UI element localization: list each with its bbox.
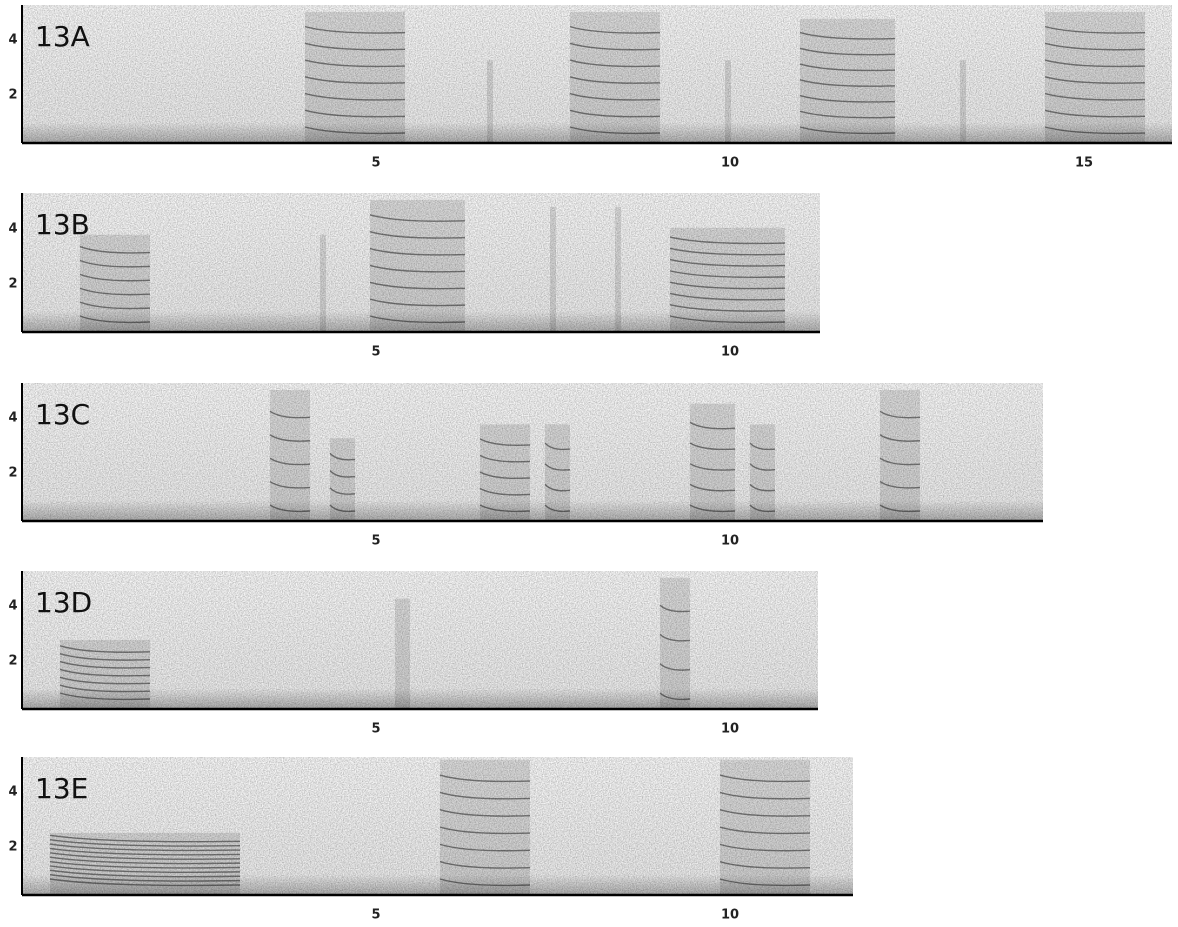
y-tick-label: 4 [8,599,17,614]
spectrogram-panel: 13A 2 4 5 10 15 [8,5,1172,171]
x-tick-label: 5 [371,345,380,360]
x-tick-label: 5 [371,156,380,171]
floor-shading [22,571,818,709]
x-tick-label: 5 [371,908,380,923]
spectrogram-panel: 13B 2 4 5 10 [8,193,820,360]
x-tick-label: 10 [721,534,739,549]
y-tick-label: 2 [8,277,17,292]
spectrogram-panel: 13E 2 4 5 10 [8,757,853,923]
y-tick-label: 2 [8,466,17,481]
x-tick-label: 15 [1075,156,1093,171]
y-tick-label: 2 [8,88,17,103]
x-tick-label: 10 [721,722,739,737]
panel-label: 13A [35,20,90,53]
panel-label: 13C [35,398,90,431]
x-tick-label: 5 [371,722,380,737]
x-tick-label: 5 [371,534,380,549]
floor-shading [22,757,853,895]
floor-shading [22,383,1043,521]
y-tick-label: 4 [8,411,17,426]
floor-shading [22,193,820,332]
x-tick-label: 10 [721,156,739,171]
panel-label: 13D [35,586,92,619]
x-tick-label: 10 [721,345,739,360]
panel-label: 13B [35,208,90,241]
y-tick-label: 4 [8,222,17,237]
y-tick-label: 2 [8,654,17,669]
spectrogram-panel: 13D 2 4 5 10 [8,571,818,737]
y-tick-label: 4 [8,785,17,800]
x-tick-label: 10 [721,908,739,923]
y-tick-label: 2 [8,840,17,855]
panel-label: 13E [35,772,88,805]
spectrogram-panel: 13C 2 4 5 10 [8,383,1043,549]
y-tick-label: 4 [8,33,17,48]
floor-shading [22,5,1172,143]
